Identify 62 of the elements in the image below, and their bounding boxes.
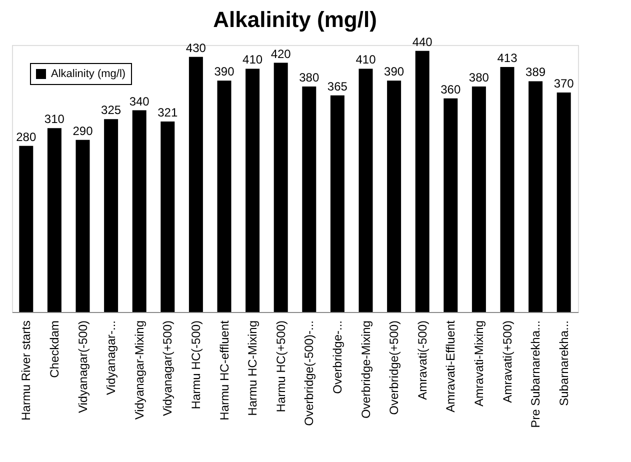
x-tick-label: Overbridge-...: [330, 320, 344, 394]
x-tick-label: Harmu HC-effluent: [217, 320, 232, 420]
data-label: 310: [44, 112, 65, 126]
bar: [76, 140, 90, 312]
bar: [444, 98, 458, 312]
x-tick-label: Overbridge(+500): [387, 320, 402, 415]
bar: [330, 95, 344, 312]
data-label: 380: [468, 70, 490, 85]
bar: [104, 119, 118, 312]
x-tick-label: Harmu River starts: [19, 320, 34, 421]
data-label: 410: [356, 52, 376, 67]
x-tick-label: Overbridge(-500)-...: [302, 320, 316, 426]
bar: [246, 68, 260, 312]
x-tick-label: Amravati-Mixing: [472, 320, 486, 407]
data-label: 370: [554, 76, 574, 90]
bar: [528, 81, 543, 312]
bar: [358, 68, 373, 312]
data-label: 280: [16, 130, 36, 144]
data-label: 390: [384, 64, 404, 79]
data-label: 413: [497, 50, 518, 65]
data-label: 321: [158, 106, 178, 120]
bar: [387, 80, 402, 312]
data-label: 340: [129, 94, 150, 108]
x-tick-label: Vidyanagar-...: [104, 320, 118, 395]
data-label: 290: [72, 124, 94, 138]
bar: [132, 110, 146, 312]
bar: [47, 128, 62, 312]
x-tick-label: Pre Subarnarekha...: [528, 320, 543, 428]
x-tick-label: Vidyanagar-Mixing: [132, 320, 146, 420]
x-tick-label: Checkdam: [47, 320, 62, 378]
data-label: 325: [101, 103, 122, 118]
data-label: 440: [412, 34, 433, 49]
data-label: 430: [186, 40, 206, 55]
data-label: 360: [440, 82, 461, 96]
bar: [274, 62, 288, 312]
data-label: 380: [299, 70, 320, 85]
x-tick-label: Vidyanagar(+500): [160, 320, 175, 416]
data-label: 410: [242, 52, 263, 67]
data-label: 389: [526, 65, 546, 80]
data-label: 365: [327, 79, 348, 94]
x-tick-label: Amravati(+500): [500, 320, 514, 403]
x-tick-label: Overbridge-Mixing: [358, 320, 373, 419]
x-tick-label: Vidyanagar(-500): [76, 320, 90, 414]
x-tick-label: Harmu HC-Mixing: [246, 320, 260, 416]
bar: [19, 146, 34, 312]
x-tick-label: Amravati-Effluent: [444, 320, 458, 412]
bar: [472, 86, 486, 312]
bar: [217, 80, 232, 312]
data-label: 420: [270, 46, 292, 61]
x-tick-label: Harmu HC(+500): [274, 320, 288, 412]
bar: [302, 86, 316, 312]
bar: [160, 122, 175, 312]
bar: [500, 66, 514, 312]
bar: [188, 56, 203, 312]
data-label: 390: [214, 64, 235, 79]
chart-title: Alkalinity (mg/l): [213, 6, 377, 32]
x-tick-label: Harmu HC(-500): [188, 320, 203, 410]
x-tick-label: Subarnarekha...: [556, 320, 571, 406]
x-tick-label: Amravati(-500): [415, 320, 430, 400]
bar: [415, 50, 430, 312]
legend-label: Alkalinity (mg/l): [51, 68, 126, 80]
bar: [556, 92, 571, 312]
